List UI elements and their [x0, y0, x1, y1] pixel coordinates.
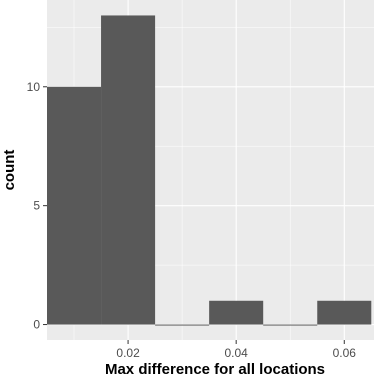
histogram-bar: [47, 86, 102, 325]
y-axis: 0 5 10: [27, 80, 47, 332]
histogram-bar: [209, 300, 264, 325]
x-axis-title: Max difference for all locations: [105, 361, 325, 378]
x-tick-label: 0.04: [224, 346, 248, 360]
y-axis-title: count: [1, 150, 18, 191]
y-tick-label: 5: [33, 199, 40, 213]
x-tick-label: 0.02: [116, 346, 140, 360]
histogram-bar: [263, 324, 318, 326]
histogram-bar: [101, 15, 156, 325]
x-tick-label: 0.06: [333, 346, 357, 360]
y-tick-label: 10: [27, 80, 41, 94]
histogram-bar: [317, 300, 372, 325]
x-axis: 0.02 0.04 0.06: [116, 340, 356, 360]
histogram-bar: [155, 324, 210, 326]
histogram-bars: [47, 15, 372, 326]
y-tick-label: 0: [33, 318, 40, 332]
